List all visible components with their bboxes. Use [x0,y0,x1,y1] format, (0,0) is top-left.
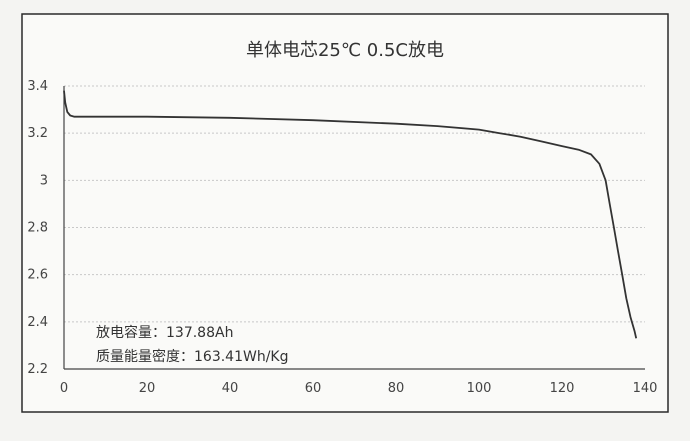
y-tick-label: 2.4 [27,315,48,330]
annotation-0: 放电容量：137.88Ah [96,324,233,341]
y-tick-label: 3.2 [27,126,48,141]
annotation-1: 质量能量密度：163.41Wh/Kg [96,348,289,365]
y-tick-labels: 2.2 2.4 2.6 2.8 3 3.2 3.4 [27,79,48,377]
x-tick-labels: 0 20 40 60 80 100 120 140 [60,381,658,396]
y-tick-label: 3 [40,173,48,188]
y-tick-label: 2.2 [27,362,48,377]
y-tick-label: 2.8 [27,221,48,236]
x-tick-label: 140 [633,381,658,396]
gridlines [64,85,645,323]
x-tick-label: 120 [550,381,575,396]
x-tick-label: 100 [467,381,492,396]
x-tick-label: 40 [222,381,239,396]
y-tick-label: 2.6 [27,268,48,283]
annotations: 放电容量：137.88Ah 质量能量密度：163.41Wh/Kg [96,324,289,365]
series-line-0 [63,90,638,339]
x-tick-label: 20 [139,381,156,396]
series-group [63,90,638,339]
x-tick-label: 60 [305,381,322,396]
y-tick-label: 3.4 [27,79,48,94]
chart-title: 单体电芯25℃ 0.5C放电 [246,40,444,61]
x-tick-label: 80 [388,381,405,396]
x-tick-label: 0 [60,381,68,396]
chart-frame [21,13,669,413]
axes [63,86,645,370]
